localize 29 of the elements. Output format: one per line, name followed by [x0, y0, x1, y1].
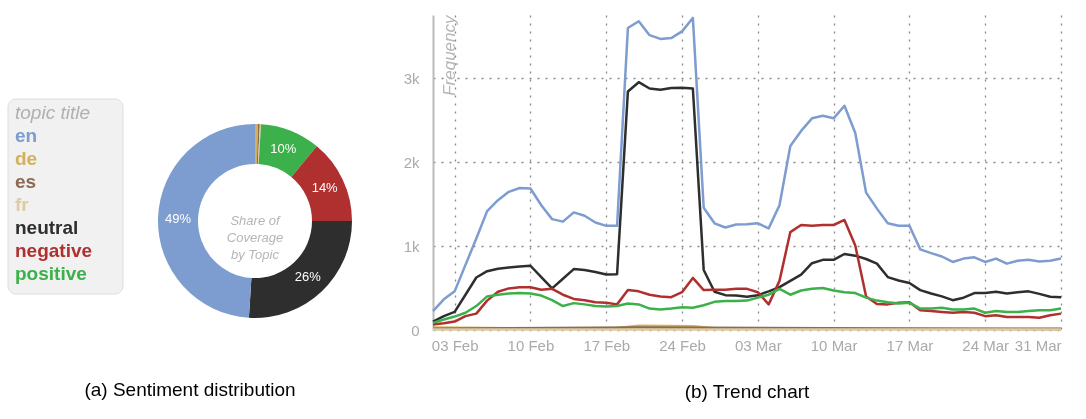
y-tick-label: 1k — [403, 237, 420, 255]
x-tick-label: 03 Mar — [734, 336, 782, 354]
x-tick-label: 24 Mar — [962, 336, 1010, 354]
text: de — [15, 148, 38, 169]
data-label: 10% — [270, 141, 297, 157]
y-tick-label: 0 — [411, 321, 420, 339]
text: Share of Coverage by Topic — [226, 213, 284, 262]
x-tick-label: 17 Mar — [886, 336, 934, 354]
text: fr — [15, 194, 30, 215]
x-tick-label: 10 Feb — [507, 336, 555, 354]
data-label: 49% — [165, 210, 192, 226]
text: es — [15, 171, 37, 192]
text: (a) Sentiment distribution — [84, 379, 296, 400]
x-tick-label: 10 Mar — [810, 336, 858, 354]
legend-title: topic title — [15, 102, 90, 123]
y-tick-label: 2k — [403, 153, 420, 171]
y-tick-label: 3k — [403, 69, 420, 87]
x-tick-label: 31 Mar — [1014, 336, 1062, 354]
x-tick-label: 17 Feb — [583, 336, 631, 354]
text: positive — [15, 263, 87, 284]
text: neutral — [15, 217, 79, 238]
data-label: 26% — [294, 269, 322, 285]
text: (b) Trend chart — [684, 381, 811, 402]
text: negative — [15, 240, 93, 261]
y-axis-title: Frequency — [439, 14, 459, 96]
text: en — [15, 125, 38, 146]
data-label: 14% — [311, 180, 339, 196]
x-tick-label: 03 Feb — [431, 336, 479, 354]
x-tick-label: 24 Feb — [659, 336, 706, 354]
